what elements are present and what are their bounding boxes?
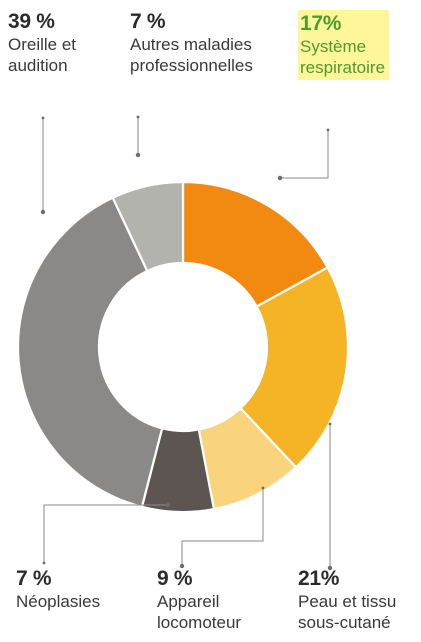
slice-name-line: professionnelles bbox=[130, 55, 253, 75]
slice-value: 21% bbox=[298, 567, 340, 590]
slice-name-line: Oreille et bbox=[8, 34, 77, 54]
slice-name: Autres maladies professionnelles bbox=[130, 35, 253, 76]
donut-slice-respiratoire bbox=[181, 180, 330, 309]
slice-name-line: sous-cutané bbox=[298, 612, 391, 632]
slice-name: Néoplasies bbox=[16, 592, 100, 613]
leader-dot-autres bbox=[135, 152, 141, 158]
leader-dot-autres bbox=[136, 115, 140, 119]
leader-dot-peau bbox=[327, 565, 333, 571]
slice-name-line: audition bbox=[8, 55, 68, 75]
leader-dot-oreille bbox=[41, 116, 45, 120]
leader-dot-neoplasies bbox=[42, 561, 46, 565]
slice-name-line: Système bbox=[300, 36, 367, 56]
slice-name: Système respiratoire bbox=[300, 37, 385, 78]
slice-value: 39 % bbox=[8, 10, 55, 33]
slice-name: Oreille et audition bbox=[8, 35, 76, 76]
donut-slice-peau bbox=[238, 266, 350, 469]
slice-name-line: Néoplasies bbox=[16, 591, 101, 611]
donut-slice-autres bbox=[111, 180, 185, 273]
slice-name-line: locomoteur bbox=[157, 612, 242, 632]
slice-name-line: respiratoire bbox=[300, 57, 386, 77]
leader-dot-peau bbox=[328, 422, 332, 426]
slice-label-appareil: 9 % Appareil locomoteur bbox=[157, 567, 241, 633]
leader-dot-respiratoire bbox=[277, 175, 283, 181]
slice-name: Peau et tissu sous-cutané bbox=[298, 592, 396, 633]
leader-dot-appareil bbox=[179, 563, 185, 569]
slice-name-line: Autres maladies bbox=[130, 34, 252, 54]
leader-lines bbox=[40, 115, 333, 571]
slice-label-oreille: 39 % Oreille et audition bbox=[8, 10, 76, 76]
slice-name: Appareil locomoteur bbox=[157, 592, 241, 633]
slice-label-peau: 21% Peau et tissu sous-cutané bbox=[298, 567, 396, 633]
slice-label-respiratoire: 17% Système respiratoire bbox=[298, 10, 390, 81]
leader-line-neoplasies bbox=[43, 504, 168, 563]
slice-label-autres: 7 % Autres maladies professionnelles bbox=[130, 10, 253, 76]
leader-dot-appareil bbox=[261, 486, 265, 490]
slice-value: 7 % bbox=[130, 10, 166, 33]
slice-name-line: Peau et tissu bbox=[298, 591, 397, 611]
slice-value: 7 % bbox=[16, 567, 52, 590]
slice-label-neoplasies: 7 % Néoplasies bbox=[16, 567, 100, 613]
leader-dot-respiratoire bbox=[326, 128, 330, 132]
leader-line-respiratoire bbox=[280, 130, 329, 179]
donut-slice-oreille bbox=[16, 196, 164, 509]
leader-line-appareil bbox=[181, 488, 264, 566]
slice-value: 9 % bbox=[157, 567, 193, 590]
leader-dot-neoplasies bbox=[165, 502, 171, 508]
slice-value: 17% bbox=[300, 12, 342, 35]
slice-name-line: Appareil bbox=[157, 591, 220, 611]
donut-slices bbox=[16, 180, 350, 514]
leader-dot-oreille bbox=[40, 209, 46, 215]
